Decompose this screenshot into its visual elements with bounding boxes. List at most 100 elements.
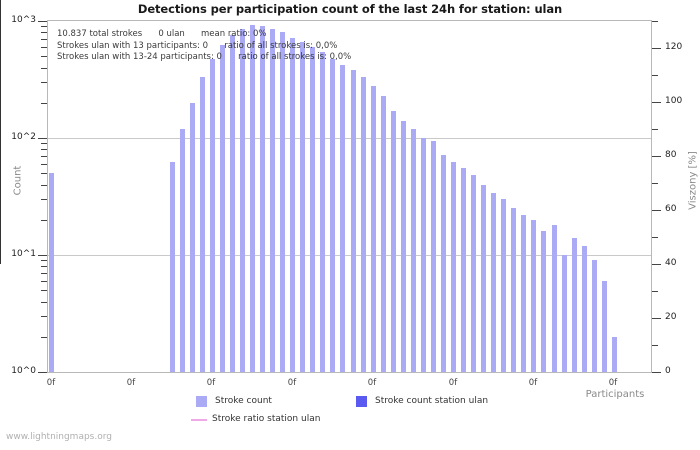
axes-layer: 10^0 10^1 10^2 10^3 0 20 40 60 80 100 120 0f 0f 0f 0f 0… — [0, 0, 683, 388]
x-tick-2 — [0, 11, 1, 15]
y-tick-right-0 — [652, 372, 661, 373]
bar — [420, 138, 426, 372]
y-tick-left-major-1000 — [38, 21, 47, 22]
x-tick-34 — [0, 151, 1, 155]
x-tick-40 — [0, 175, 1, 182]
gridline-y-100 — [48, 138, 651, 139]
x-tick-9 — [0, 42, 1, 46]
x-tick-30 — [0, 132, 1, 136]
bar — [491, 192, 497, 372]
x-tick-54 — [0, 237, 1, 241]
x-tick-8 — [0, 35, 1, 42]
x-tick-51 — [0, 225, 1, 229]
legend-item-stroke-count[interactable]: Stroke count — [196, 396, 272, 407]
bar — [451, 162, 456, 372]
x-tick-33 — [0, 147, 1, 151]
y-axis-title-left: Count — [12, 165, 24, 196]
y-tick-left-major-100 — [38, 138, 47, 139]
bar — [49, 173, 54, 372]
legend-label-stroke-ratio-station: Stroke ratio station ulan — [212, 414, 321, 424]
gridline-y-10 — [48, 255, 651, 256]
x-tick-22 — [0, 97, 1, 101]
x-tick-label-4: 0f — [367, 378, 377, 388]
chart-title: Detections per participation count of th… — [137, 2, 563, 16]
bar — [611, 336, 617, 372]
bar — [169, 162, 175, 372]
bar — [330, 59, 336, 372]
y-tick-left-minor-6 — [41, 281, 47, 282]
x-tick-55 — [0, 241, 1, 245]
y-axis-title-right: Viszony [%] — [687, 151, 699, 210]
y-tick-right-110 — [652, 75, 658, 76]
y-tick-right-100 — [652, 102, 661, 103]
x-axis-title: Participants — [585, 389, 645, 400]
y-tick-left-minor-3 — [41, 316, 47, 317]
x-tick-25 — [0, 112, 1, 116]
bar — [591, 260, 597, 372]
x-tick-19 — [0, 85, 1, 89]
y-tick-left-minor-4 — [41, 302, 47, 303]
bar — [461, 168, 467, 372]
bar — [229, 34, 235, 372]
bar — [531, 219, 537, 372]
y-tick-right-60 — [652, 210, 661, 211]
x-tick-53 — [0, 233, 1, 237]
x-tick-18 — [0, 81, 1, 85]
bar — [551, 225, 557, 372]
x-tick-59 — [0, 260, 1, 264]
x-tick-label-2: 0f — [206, 378, 216, 388]
bar — [209, 59, 215, 372]
y-tick-left-major-10 — [38, 255, 47, 256]
y-tick-label-right-120: 120 — [665, 42, 683, 52]
x-tick-6 — [0, 27, 1, 31]
bar — [440, 154, 446, 372]
legend-item-stroke-ratio-station[interactable]: Stroke ratio station ulan — [191, 414, 320, 425]
bar — [250, 25, 255, 372]
y-tick-left-minor-900 — [41, 26, 47, 27]
bar — [360, 77, 366, 372]
bar — [400, 120, 406, 372]
bar — [511, 208, 517, 372]
bar — [300, 42, 306, 372]
y-tick-left-minor-400 — [41, 68, 47, 69]
y-tick-left-minor-8 — [41, 266, 47, 267]
x-tick-1 — [0, 7, 1, 11]
x-tick-44 — [0, 194, 1, 198]
y-tick-right-20 — [652, 318, 661, 319]
legend-item-stroke-count-station[interactable]: Stroke count station ulan — [356, 396, 488, 407]
bar — [340, 65, 346, 372]
bar — [270, 28, 276, 372]
y-tick-right-130 — [652, 21, 658, 22]
x-tick-57 — [0, 252, 1, 256]
legend-line-stroke-ratio-station — [191, 418, 207, 421]
x-tick-label-3: 0f — [287, 378, 297, 388]
bar — [290, 37, 296, 372]
x-tick-27 — [0, 120, 1, 124]
x-tick-label-6: 0f — [528, 378, 538, 388]
x-tick-28 — [0, 124, 1, 128]
bar — [310, 46, 316, 372]
x-tick-56 — [0, 245, 1, 252]
y-tick-left-minor-9 — [41, 260, 47, 261]
x-tick-label-5: 0f — [448, 378, 458, 388]
legend-swatch-stroke-count-station — [356, 396, 367, 407]
x-tick-36 — [0, 159, 1, 163]
x-tick-31 — [0, 136, 1, 140]
x-tick-15 — [0, 66, 1, 70]
x-tick-50 — [0, 221, 1, 225]
y-tick-left-minor-7 — [41, 273, 47, 274]
bar — [320, 52, 326, 372]
bar — [571, 237, 577, 372]
bar — [370, 85, 376, 372]
y-tick-label-left-100: 10^2 — [11, 132, 36, 142]
x-tick-3 — [0, 15, 1, 19]
y-tick-label-left-1: 10^0 — [11, 366, 36, 376]
bar — [541, 231, 547, 372]
x-tick-7 — [0, 31, 1, 35]
y-tick-label-right-40: 40 — [665, 258, 677, 268]
y-tick-label-left-1000: 10^3 — [11, 15, 36, 25]
y-tick-left-minor-70 — [41, 156, 47, 157]
y-tick-label-right-20: 20 — [665, 312, 677, 322]
x-tick-43 — [0, 190, 1, 194]
